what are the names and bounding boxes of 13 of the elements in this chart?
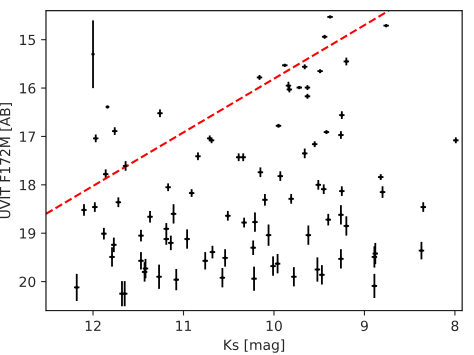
y-axis-title: UVIT F172M [AB] xyxy=(0,103,12,218)
x-tick-label: 11 xyxy=(176,320,192,331)
x-tick-label: 8 xyxy=(451,320,458,332)
x-tick-label: 12 xyxy=(86,320,100,331)
x-tick-label: 9 xyxy=(360,320,368,332)
y-tick-label: 18 xyxy=(20,180,36,190)
y-tick-label: 20 xyxy=(20,276,36,288)
y-tick-label: 16 xyxy=(20,83,36,94)
x-axis-title: Ks [mag] xyxy=(224,339,284,353)
y-tick-label: 17 xyxy=(20,132,36,142)
y-tick-label: 19 xyxy=(20,228,36,239)
x-tick-label: 10 xyxy=(266,320,282,332)
y-tick-label: 15 xyxy=(20,34,36,46)
